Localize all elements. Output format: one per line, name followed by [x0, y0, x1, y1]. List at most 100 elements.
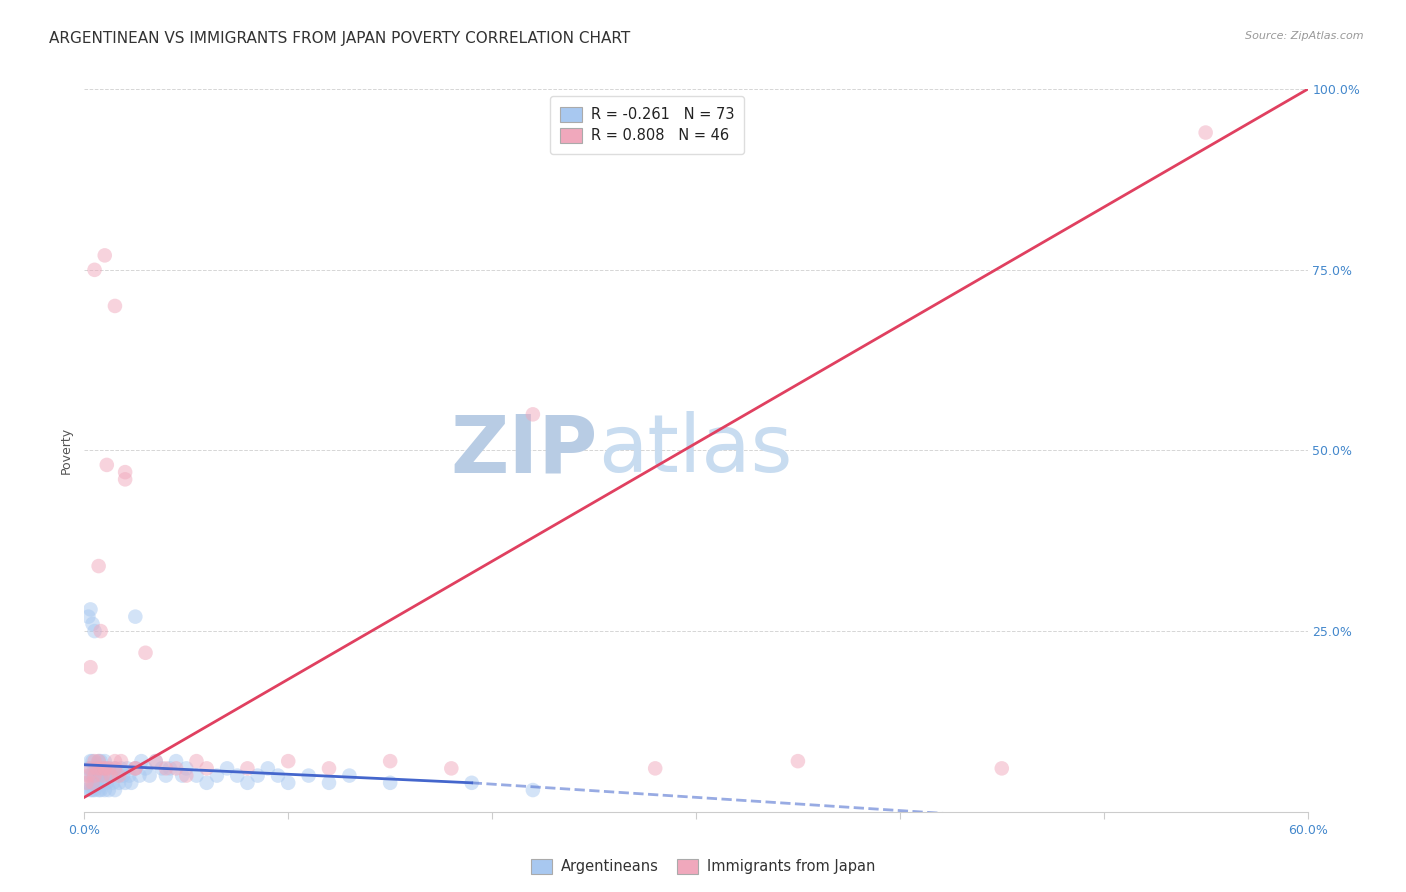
Point — [118, 769, 141, 783]
Point — [90, 624, 112, 639]
Point — [124, 761, 146, 775]
Point — [318, 761, 340, 775]
Point — [82, 776, 104, 790]
Point — [93, 248, 115, 262]
Point — [93, 761, 115, 775]
Point — [87, 769, 110, 783]
Point — [226, 769, 249, 783]
Point — [138, 769, 160, 783]
Point — [93, 761, 115, 775]
Point — [77, 761, 100, 775]
Point — [87, 754, 110, 768]
Point — [217, 761, 239, 775]
Point — [110, 761, 132, 775]
Point — [87, 783, 110, 797]
Point — [86, 769, 108, 783]
Point — [86, 776, 108, 790]
Point — [100, 769, 122, 783]
Point — [195, 761, 218, 775]
Legend: Argentineans, Immigrants from Japan: Argentineans, Immigrants from Japan — [524, 853, 882, 880]
Point — [124, 761, 146, 775]
Point — [114, 776, 136, 790]
Point — [128, 769, 150, 783]
Point — [195, 776, 218, 790]
Point — [131, 754, 153, 768]
Point — [186, 769, 208, 783]
Point — [75, 783, 97, 797]
Point — [159, 761, 181, 775]
Point — [91, 769, 114, 783]
Point — [93, 769, 115, 783]
Point — [97, 783, 120, 797]
Legend: R = -0.261   N = 73, R = 0.808   N = 46: R = -0.261 N = 73, R = 0.808 N = 46 — [550, 96, 744, 153]
Point — [79, 754, 101, 768]
Point — [87, 754, 110, 768]
Point — [165, 754, 187, 768]
Point — [440, 761, 463, 775]
Point — [277, 776, 299, 790]
Point — [79, 783, 101, 797]
Point — [91, 776, 114, 790]
Point — [93, 754, 115, 768]
Point — [83, 754, 105, 768]
Point — [96, 458, 118, 472]
Point — [82, 754, 104, 768]
Point — [104, 783, 127, 797]
Point — [257, 761, 280, 775]
Point — [82, 616, 104, 631]
Point — [150, 761, 173, 775]
Point — [82, 769, 104, 783]
Text: ARGENTINEAN VS IMMIGRANTS FROM JAPAN POVERTY CORRELATION CHART: ARGENTINEAN VS IMMIGRANTS FROM JAPAN POV… — [49, 31, 630, 46]
Point — [114, 472, 136, 486]
Point — [79, 660, 101, 674]
Text: Source: ZipAtlas.com: Source: ZipAtlas.com — [1246, 31, 1364, 41]
Point — [101, 776, 124, 790]
Point — [91, 761, 114, 775]
Point — [87, 559, 110, 574]
Point — [75, 776, 97, 790]
Point — [97, 761, 120, 775]
Point — [79, 602, 101, 616]
Point — [97, 761, 120, 775]
Point — [104, 754, 127, 768]
Point — [267, 769, 290, 783]
Point — [380, 776, 402, 790]
Point — [186, 754, 208, 768]
Point — [165, 761, 187, 775]
Point — [135, 646, 157, 660]
Point — [108, 776, 131, 790]
Point — [90, 761, 112, 775]
Point — [114, 465, 136, 479]
Point — [461, 776, 484, 790]
Point — [172, 769, 194, 783]
Point — [108, 769, 131, 783]
Point — [96, 776, 118, 790]
Point — [83, 262, 105, 277]
Y-axis label: Poverty: Poverty — [59, 427, 73, 474]
Point — [124, 609, 146, 624]
Point — [105, 769, 128, 783]
Point — [236, 761, 259, 775]
Point — [77, 609, 100, 624]
Point — [83, 624, 105, 639]
Point — [83, 776, 105, 790]
Point — [318, 776, 340, 790]
Point — [644, 761, 666, 775]
Point — [93, 783, 115, 797]
Point — [787, 754, 810, 768]
Point — [991, 761, 1014, 775]
Point — [298, 769, 321, 783]
Point — [104, 761, 127, 775]
Point — [82, 783, 104, 797]
Point — [83, 761, 105, 775]
Point — [174, 769, 197, 783]
Point — [115, 761, 138, 775]
Text: atlas: atlas — [598, 411, 793, 490]
Point — [522, 783, 544, 797]
Point — [145, 754, 167, 768]
Point — [90, 754, 112, 768]
Point — [86, 761, 108, 775]
Point — [104, 761, 127, 775]
Point — [135, 761, 157, 775]
Point — [90, 769, 112, 783]
